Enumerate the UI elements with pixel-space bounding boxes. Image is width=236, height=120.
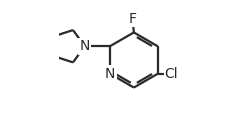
Text: N: N (80, 39, 90, 53)
Text: N: N (105, 67, 115, 81)
Text: Cl: Cl (164, 67, 178, 81)
Text: F: F (129, 12, 137, 26)
